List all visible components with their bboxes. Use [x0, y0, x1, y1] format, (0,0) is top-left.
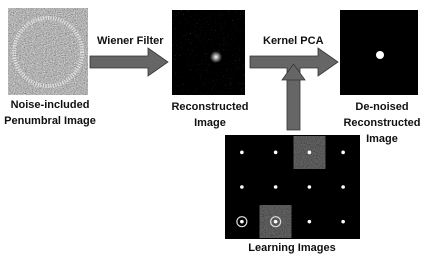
tile-spot: [274, 151, 278, 155]
tile-spot: [274, 185, 278, 189]
tile-spot: [308, 151, 312, 155]
tile-spot: [341, 220, 345, 224]
page: {"arrows": {"first": "Wiener Filter", "s…: [0, 0, 428, 255]
grid-bg: [225, 135, 360, 239]
spot: [210, 51, 222, 63]
reconstructed-image: [172, 10, 245, 95]
tile-spot: [341, 151, 345, 155]
denoised-image: [340, 10, 418, 95]
arrow-label: Kernel PCA: [263, 35, 324, 47]
caption: Learning Images: [248, 242, 335, 254]
learning-images: [225, 135, 360, 239]
tile-spot: [341, 185, 345, 189]
noisy-image: [8, 8, 88, 95]
caption: Noise-included: [11, 99, 90, 111]
caption: Image: [194, 117, 226, 129]
spot: [376, 51, 384, 59]
tile-spot: [308, 185, 312, 189]
caption: Reconstructed: [343, 117, 420, 129]
tile-spot: [240, 185, 244, 189]
arrow: [250, 48, 338, 130]
caption: De-noised: [355, 101, 408, 113]
noise-field: [8, 8, 88, 95]
caption: Reconstructed: [171, 101, 248, 113]
tile-spot: [274, 220, 278, 224]
tile-spot: [240, 220, 244, 224]
speckle: [172, 10, 245, 95]
caption: Image: [366, 133, 398, 145]
tile-spot: [240, 151, 244, 155]
tile-spot: [308, 220, 312, 224]
arrow-label: Wiener Filter: [97, 35, 164, 47]
arrow: [90, 48, 168, 76]
caption: Penumbral Image: [4, 115, 96, 127]
diagram: Wiener Filter Kernel PCA Noise-included …: [0, 0, 428, 255]
